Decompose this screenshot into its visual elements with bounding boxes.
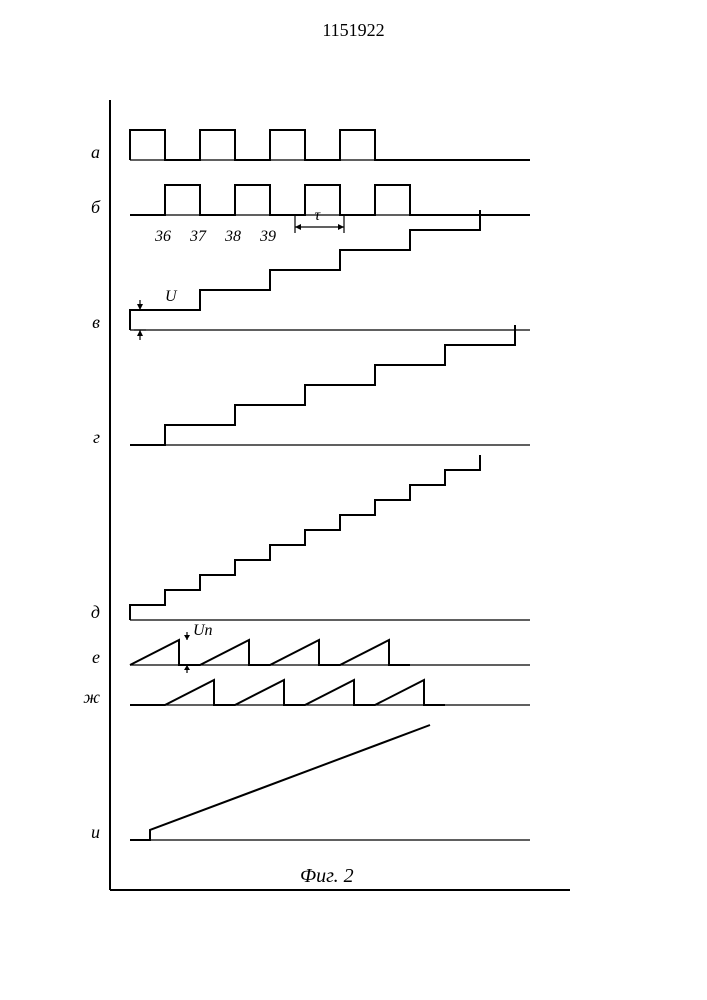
u-pila-label: Uп	[193, 622, 213, 640]
trace-label-g: г	[80, 427, 100, 448]
figure-caption: Фиг. 2	[300, 865, 354, 888]
trace-label-i: и	[80, 822, 100, 843]
trace-label-b: б	[80, 197, 100, 218]
u-step-label: U	[165, 288, 177, 306]
trace-label-v: в	[80, 312, 100, 333]
trace-label-a: а	[80, 142, 100, 163]
tick-label: 39	[260, 228, 276, 246]
timing-diagram	[0, 0, 707, 1000]
tick-label: 37	[190, 228, 206, 246]
trace-label-d: д	[80, 602, 100, 623]
trace-label-e: е	[80, 647, 100, 668]
tau-label: τ	[315, 207, 321, 225]
trace-label-zh: ж	[80, 687, 100, 708]
tick-label: 38	[225, 228, 241, 246]
tick-label: 36	[155, 228, 171, 246]
